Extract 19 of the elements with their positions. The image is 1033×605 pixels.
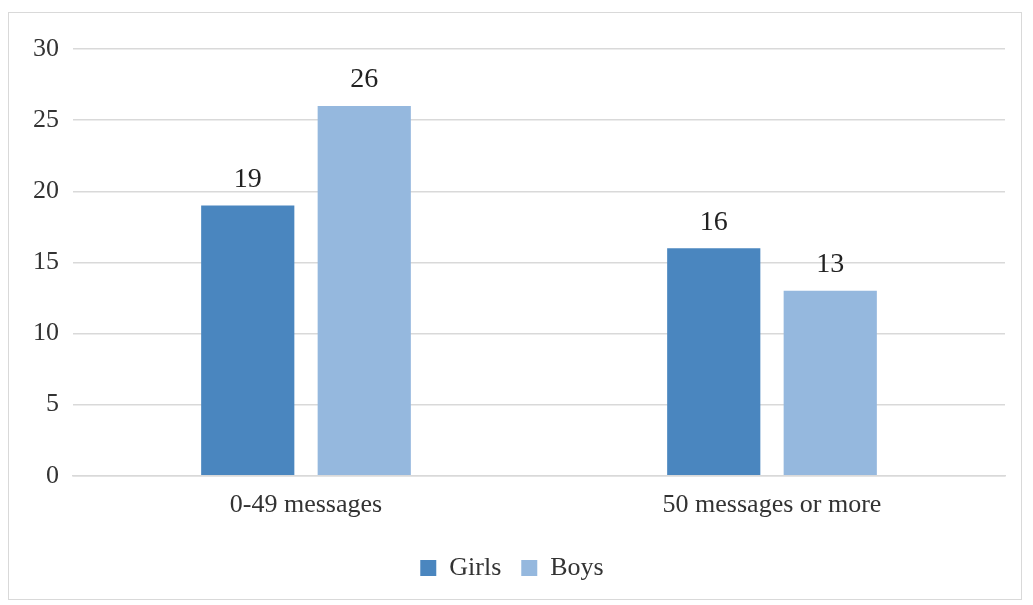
y-tick-label: 0 bbox=[46, 459, 59, 489]
y-tick-label: 25 bbox=[33, 103, 59, 133]
data-label: 26 bbox=[350, 62, 379, 94]
x-tick-label: 0-49 messages bbox=[229, 489, 383, 519]
legend-label: Girls bbox=[449, 551, 502, 581]
y-tick-label: 10 bbox=[33, 317, 59, 347]
bar bbox=[317, 105, 411, 476]
data-label: 16 bbox=[699, 204, 728, 236]
bar bbox=[783, 290, 877, 476]
bar bbox=[667, 248, 761, 476]
y-tick-label: 15 bbox=[33, 246, 59, 276]
x-tick-label: 50 messages or more bbox=[662, 489, 882, 519]
legend-label: Boys bbox=[550, 551, 604, 581]
y-tick-label: 5 bbox=[46, 388, 59, 418]
data-label: 13 bbox=[816, 247, 845, 279]
bar bbox=[201, 205, 295, 476]
y-tick-label: 20 bbox=[33, 175, 59, 205]
y-tick-label: 30 bbox=[33, 32, 59, 62]
data-label: 19 bbox=[233, 161, 262, 193]
